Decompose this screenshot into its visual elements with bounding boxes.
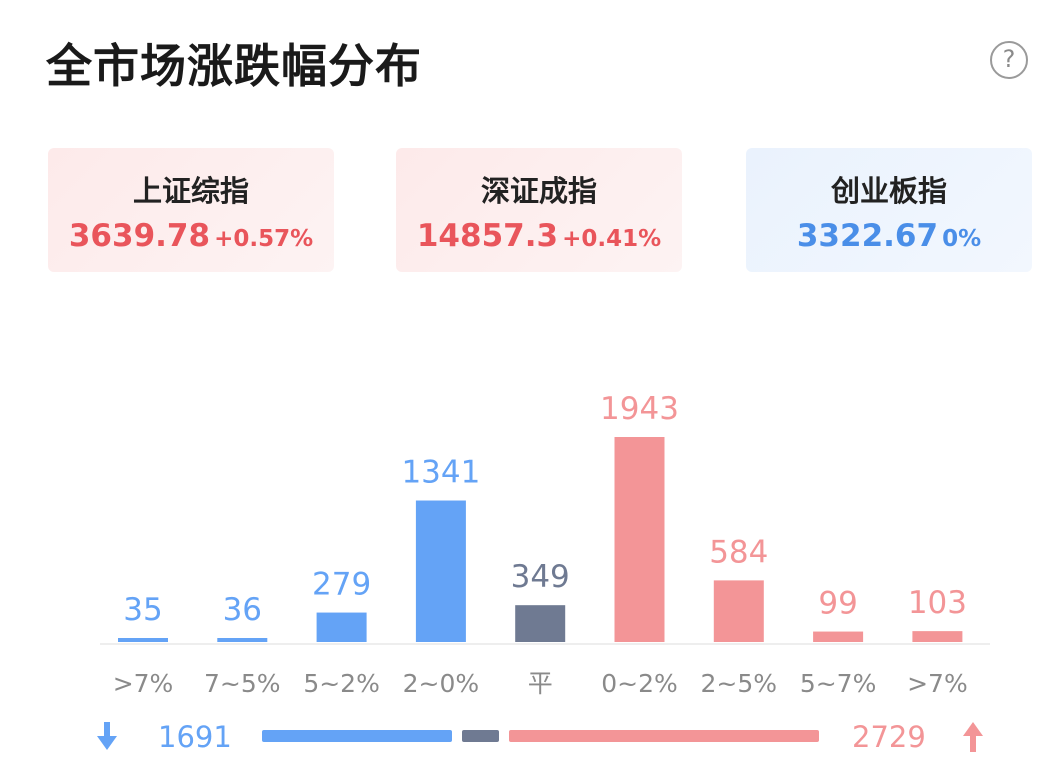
index-name: 创业板指: [830, 174, 947, 208]
category-label: 5~2%: [303, 669, 380, 698]
down-arrow-icon: [104, 722, 110, 738]
category-label: 2~5%: [701, 669, 778, 698]
bar: [813, 631, 864, 642]
index-name: 深证成指: [480, 174, 597, 208]
bar: [316, 612, 367, 642]
up-total-label: 2729: [852, 720, 926, 754]
bar-value-label: 99: [818, 586, 857, 622]
index-value: 3322.67: [796, 218, 939, 254]
index-value: 14857.3: [416, 218, 559, 254]
page-title: 全市场涨跌幅分布: [46, 39, 422, 93]
index-name: 上证综指: [132, 174, 249, 208]
summary-bar-down: [262, 730, 452, 742]
bar-value-label: 1341: [401, 455, 480, 491]
category-label: 5~7%: [800, 669, 877, 698]
bar-value-label: 103: [908, 585, 967, 621]
summary-bar-flat: [462, 730, 499, 742]
help-icon[interactable]: ?: [990, 41, 1028, 79]
bar: [713, 580, 764, 642]
category-label: 2~0%: [403, 669, 480, 698]
bar: [415, 500, 466, 642]
bar: [217, 638, 268, 642]
category-label: >7%: [113, 669, 174, 698]
bar-value-label: 35: [123, 592, 162, 628]
index-value: 3639.78: [68, 218, 211, 254]
up-arrow-icon: [963, 722, 983, 736]
index-card-shanghai[interactable]: 上证综指 3639.78 +0.57%: [48, 148, 334, 272]
bar-value-label: 1943: [600, 391, 679, 427]
category-label: >7%: [907, 669, 968, 698]
bar-value-label: 349: [511, 559, 570, 595]
down-total-label: 1691: [158, 720, 232, 754]
category-label: 平: [528, 669, 553, 698]
bar: [515, 605, 566, 642]
bar-value-label: 584: [709, 534, 768, 570]
category-label: 7~5%: [204, 669, 281, 698]
index-change: +0.57%: [214, 226, 314, 252]
bar-value-label: 279: [312, 567, 371, 603]
up-arrow-icon: [970, 735, 976, 752]
category-label: 0~2%: [601, 669, 678, 698]
index-change: 0%: [942, 226, 982, 252]
index-card-shenzhen[interactable]: 深证成指 14857.3 +0.41%: [396, 148, 682, 272]
summary-bar-up: [509, 730, 819, 742]
index-card-chinext[interactable]: 创业板指 3322.67 0%: [746, 148, 1032, 272]
bar-value-label: 36: [223, 592, 262, 628]
index-change: +0.41%: [562, 226, 662, 252]
bar: [118, 638, 168, 642]
down-arrow-icon: [97, 736, 117, 750]
bar: [614, 437, 665, 642]
bar: [912, 631, 963, 642]
